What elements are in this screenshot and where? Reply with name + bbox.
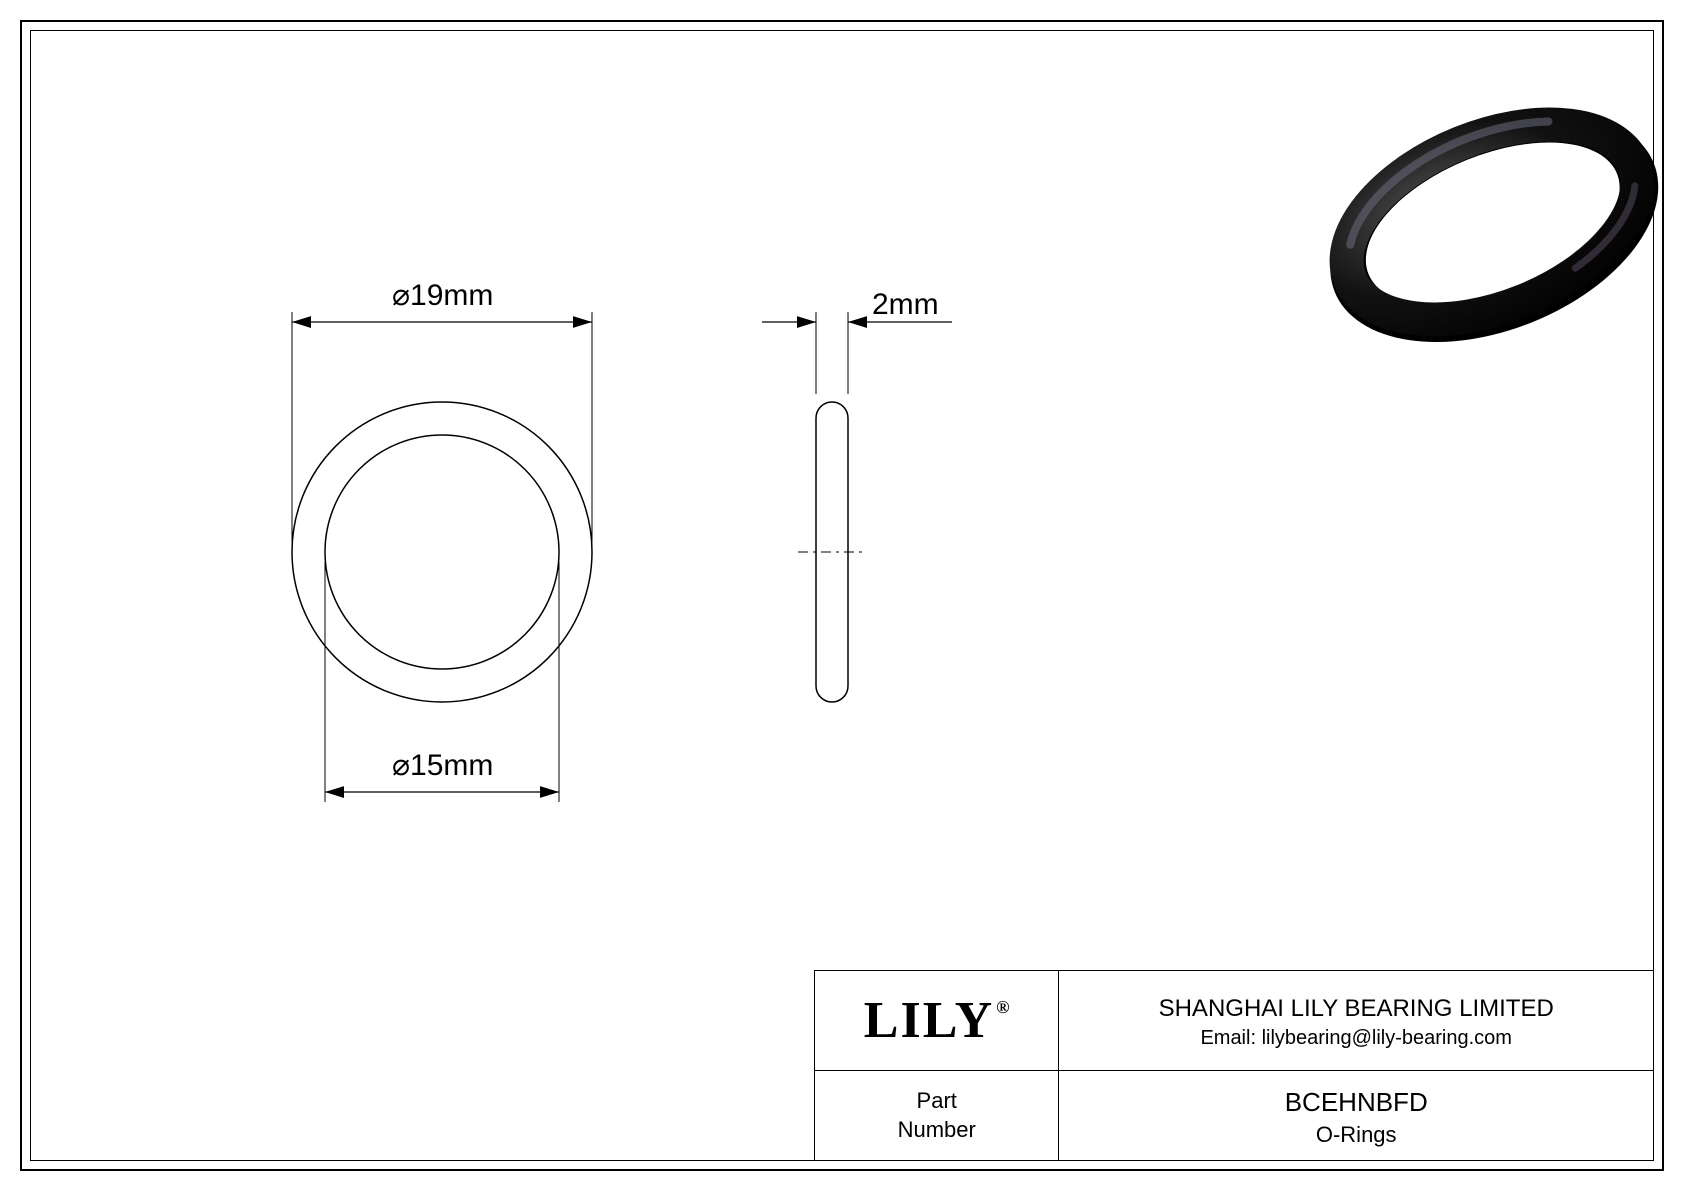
dim-label-inner-d: ⌀15mm: [392, 748, 493, 783]
pn-label-2: Number: [898, 1117, 976, 1142]
logo-main: LILY: [864, 992, 994, 1049]
dim-label-width: 2mm: [872, 288, 939, 322]
front-view: [292, 312, 592, 802]
product-type: O-Rings: [1069, 1122, 1643, 1148]
company-email: Email: lilybearing@lily-bearing.com: [1069, 1027, 1643, 1050]
oring-outer-circle: [292, 402, 592, 702]
drawing-frame-outer: ⌀19mm ⌀15mm 2mm LILY® SHANGHAI LILY BEAR…: [20, 20, 1664, 1171]
part-number-label: Part Number: [825, 1087, 1048, 1144]
company-name: SHANGHAI LILY BEARING LIMITED: [1069, 991, 1643, 1027]
part-number-value: BCEHNBFD: [1069, 1083, 1643, 1122]
logo-registered-icon: ®: [996, 997, 1011, 1017]
side-view: [762, 312, 952, 702]
logo-text: LILY®: [864, 992, 1010, 1049]
oring-3d-render: [1297, 69, 1666, 387]
pn-label-1: Part: [917, 1088, 957, 1113]
oring-inner-circle: [325, 435, 559, 669]
email-value: lilybearing@lily-bearing.com: [1262, 1027, 1512, 1049]
title-block: LILY® SHANGHAI LILY BEARING LIMITED Emai…: [814, 970, 1654, 1161]
dim-label-outer-d: ⌀19mm: [392, 278, 493, 313]
email-label: Email:: [1200, 1027, 1261, 1049]
oring-side-profile: [816, 402, 848, 702]
